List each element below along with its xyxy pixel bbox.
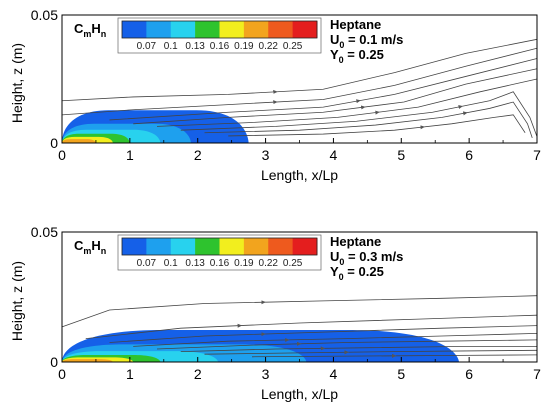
colorbar-level-label: 0.22	[259, 41, 279, 52]
x-axis-label: Length, x/Lp	[261, 167, 338, 183]
species-label: CmHn	[74, 238, 106, 256]
y-axis-label: Height, z (m)	[9, 261, 25, 341]
colorbar-level-label: 0.25	[283, 41, 303, 52]
streamline	[204, 349, 538, 355]
colorbar-swatch	[122, 238, 147, 255]
mass-fraction-label: Y0 = 0.25	[330, 47, 384, 65]
x-tick-label: 0	[58, 366, 66, 382]
x-tick-label: 3	[262, 147, 270, 163]
y-tick-label: 0.05	[31, 224, 58, 240]
velocity-label: U0 = 0.1 m/s	[330, 32, 403, 50]
y-tick-label: 0.05	[31, 7, 58, 23]
x-tick-label: 5	[397, 147, 405, 163]
streamline	[133, 333, 538, 347]
x-tick-label: 4	[330, 147, 338, 163]
colorbar-level-label: 0.07	[137, 41, 157, 52]
streamline	[109, 325, 538, 343]
colorbar-frame	[121, 237, 318, 256]
colorbar-level-label: 0.19	[234, 258, 254, 269]
colorbar-swatch	[195, 238, 220, 255]
x-tick-label: 0	[58, 147, 66, 163]
colorbar: 0.07 0.1 0.13 0.16 0.19 0.22 0.25	[117, 234, 322, 271]
colorbar-box	[117, 17, 322, 54]
colorbar-swatch	[292, 238, 318, 255]
chart-panel-1: 0 1 2 3 4 5 6 7 0 0.05 Length, x/Lp Height, z (m) Cm…	[9, 7, 541, 183]
velocity-label: U0 = 0.3 m/s	[330, 249, 403, 267]
x-tick-label: 5	[397, 366, 405, 382]
colorbar-swatch	[219, 21, 245, 38]
colorbar-level-label: 0.25	[283, 258, 303, 269]
colorbar-swatch	[219, 238, 245, 255]
x-tick-label: 6	[465, 366, 473, 382]
chart-panel-2: 0 1 2 3 4 5 6 7 0 0.05 Length, x/Lp Height, z (m) Cm…	[9, 224, 541, 402]
colorbar-swatch	[170, 238, 196, 255]
mass-fraction-label: Y0 = 0.25	[330, 264, 384, 282]
x-tick-label: 1	[126, 366, 134, 382]
x-tick-label: 2	[194, 366, 202, 382]
x-tick-label: 4	[330, 366, 338, 382]
colorbar-swatch	[122, 21, 147, 38]
colorbar-swatch	[243, 21, 269, 38]
colorbar-swatch	[146, 238, 172, 255]
streamline	[85, 314, 538, 339]
x-tick-label: 3	[262, 366, 270, 382]
x-tick-label: 7	[533, 366, 541, 382]
fuel-label: Heptane	[330, 17, 381, 32]
colorbar-swatch	[243, 238, 269, 255]
streamline	[61, 47, 538, 116]
streamline	[180, 346, 537, 352]
x-tick-label: 6	[465, 147, 473, 163]
x-tick-label: 7	[533, 147, 541, 163]
colorbar-swatch	[146, 21, 172, 38]
colorbar-swatch	[268, 238, 294, 255]
colorbar-level-label: 0.22	[259, 258, 279, 269]
x-axis-label: Length, x/Lp	[261, 386, 338, 402]
colorbar-level-label: 0.1	[164, 258, 178, 269]
colorbar-swatch	[292, 21, 318, 38]
y-tick-label: 0	[50, 354, 58, 370]
colorbar-level-label: 0.16	[210, 258, 230, 269]
x-tick-label: 2	[194, 147, 202, 163]
colorbar-level-label: 0.13	[185, 258, 205, 269]
colorbar-swatch	[268, 21, 294, 38]
y-tick-label: 0	[50, 135, 58, 151]
y-axis-label: Height, z (m)	[9, 43, 25, 123]
streamline	[156, 339, 538, 350]
streamline	[228, 114, 526, 137]
streamline	[61, 38, 538, 102]
colorbar-swatch	[195, 21, 220, 38]
colorbar-level-label: 0.07	[137, 258, 157, 269]
colorbar-swatch	[170, 21, 196, 38]
colorbar-level-label: 0.13	[185, 41, 205, 52]
colorbar-level-label: 0.16	[210, 41, 230, 52]
fuel-label: Heptane	[330, 234, 381, 249]
colorbar-frame	[121, 20, 318, 39]
plume-band-0.22	[62, 359, 113, 362]
plume-band-0.22	[62, 139, 96, 143]
colorbar: 0.07 0.1 0.13 0.16 0.19 0.22 0.25	[117, 17, 322, 54]
colorbar-level-label: 0.1	[164, 41, 178, 52]
colorbar-level-label: 0.19	[234, 41, 254, 52]
colorbar-box	[117, 234, 322, 271]
species-label: CmHn	[74, 21, 106, 39]
x-tick-label: 1	[126, 147, 134, 163]
